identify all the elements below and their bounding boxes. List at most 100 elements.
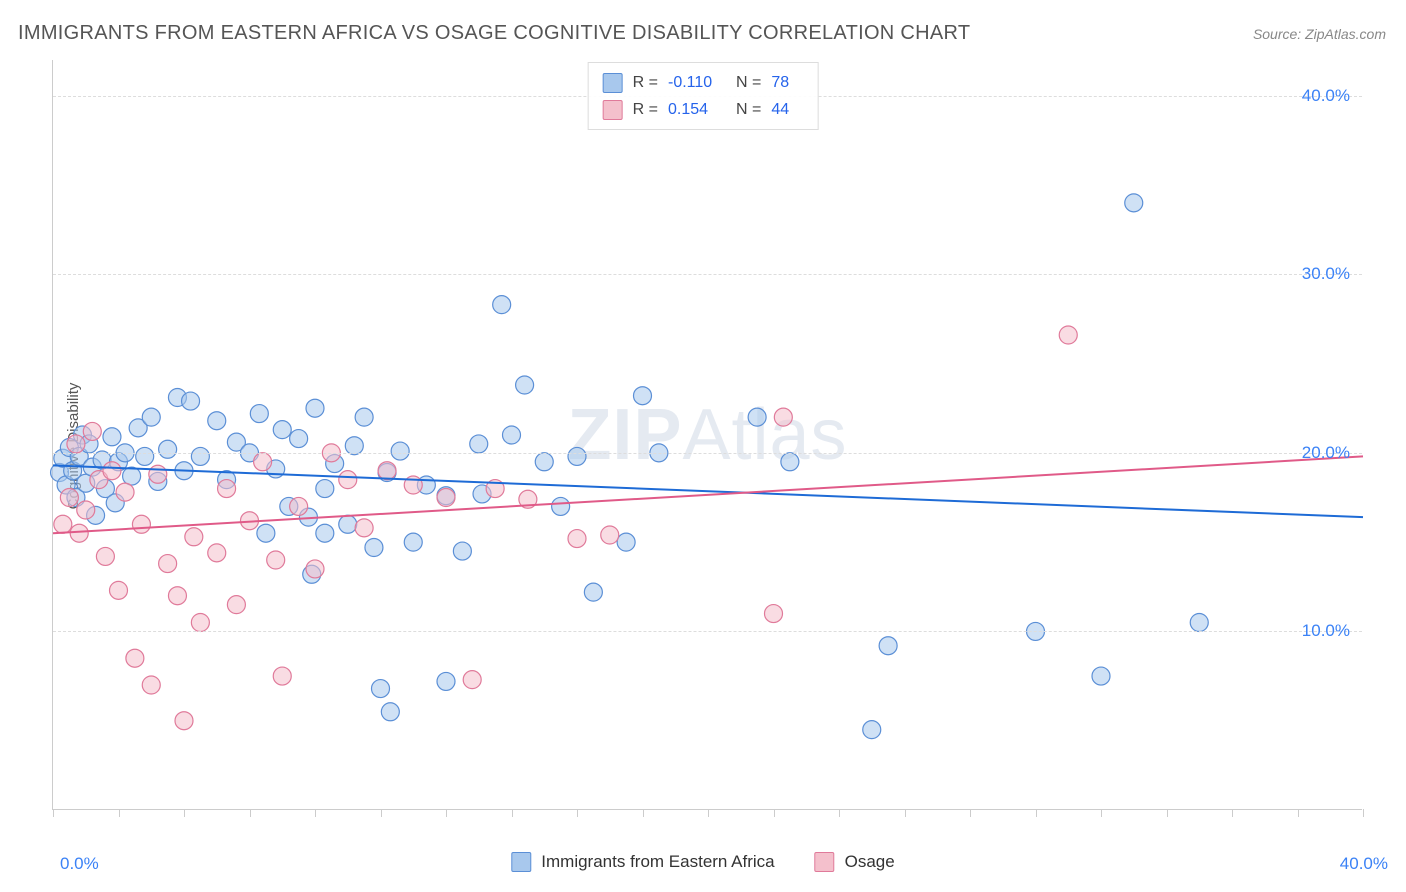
n-label: N =	[736, 69, 761, 96]
data-point	[83, 422, 101, 440]
data-point	[453, 542, 471, 560]
data-point	[96, 547, 114, 565]
legend-label: Immigrants from Eastern Africa	[541, 852, 774, 872]
x-tick	[381, 809, 382, 817]
data-point	[132, 515, 150, 533]
x-tick	[250, 809, 251, 817]
data-point	[1092, 667, 1110, 685]
data-point	[552, 497, 570, 515]
data-point	[437, 672, 455, 690]
r-label: R =	[633, 96, 658, 123]
data-point	[67, 435, 85, 453]
legend-swatch	[603, 73, 623, 93]
r-value: -0.110	[668, 69, 726, 96]
data-point	[142, 676, 160, 694]
data-point	[437, 489, 455, 507]
data-point	[535, 453, 553, 471]
data-point	[774, 408, 792, 426]
x-tick	[1363, 809, 1364, 817]
x-tick	[119, 809, 120, 817]
data-point	[568, 447, 586, 465]
data-point	[273, 667, 291, 685]
data-point	[257, 524, 275, 542]
source-attribution: Source: ZipAtlas.com	[1253, 26, 1386, 42]
data-point	[1125, 194, 1143, 212]
data-point	[110, 581, 128, 599]
data-point	[116, 483, 134, 501]
data-point	[493, 296, 511, 314]
data-point	[316, 480, 334, 498]
data-point	[748, 408, 766, 426]
data-point	[191, 614, 209, 632]
x-tick	[708, 809, 709, 817]
gridline	[53, 274, 1362, 275]
data-point	[267, 551, 285, 569]
data-point	[584, 583, 602, 601]
data-point	[159, 555, 177, 573]
data-point	[378, 462, 396, 480]
x-tick	[839, 809, 840, 817]
data-point	[316, 524, 334, 542]
x-tick	[512, 809, 513, 817]
x-tick	[446, 809, 447, 817]
data-point	[863, 721, 881, 739]
data-point	[290, 430, 308, 448]
data-point	[1059, 326, 1077, 344]
legend-label: Osage	[845, 852, 895, 872]
data-point	[77, 501, 95, 519]
x-tick	[1298, 809, 1299, 817]
data-point	[191, 447, 209, 465]
x-axis-max-label: 40.0%	[1340, 854, 1388, 874]
data-point	[365, 539, 383, 557]
data-point	[142, 408, 160, 426]
data-point	[634, 387, 652, 405]
x-tick	[53, 809, 54, 817]
data-point	[470, 435, 488, 453]
data-point	[463, 671, 481, 689]
data-point	[182, 392, 200, 410]
data-point	[339, 471, 357, 489]
data-point	[208, 412, 226, 430]
legend-row: R = 0.154N = 44	[603, 96, 804, 123]
data-point	[159, 440, 177, 458]
data-point	[381, 703, 399, 721]
x-tick	[774, 809, 775, 817]
data-point	[185, 528, 203, 546]
x-tick	[1036, 809, 1037, 817]
data-point	[568, 530, 586, 548]
scatter-plot: ZIPAtlas 10.0%20.0%30.0%40.0%	[52, 60, 1362, 810]
data-point	[617, 533, 635, 551]
data-point	[1190, 614, 1208, 632]
data-point	[168, 587, 186, 605]
data-point	[60, 489, 78, 507]
n-label: N =	[736, 96, 761, 123]
x-tick	[643, 809, 644, 817]
data-point	[503, 426, 521, 444]
data-point	[516, 376, 534, 394]
x-axis-min-label: 0.0%	[60, 854, 99, 874]
data-point	[372, 680, 390, 698]
x-tick	[1167, 809, 1168, 817]
x-tick	[577, 809, 578, 817]
data-point	[227, 596, 245, 614]
trend-line	[53, 456, 1363, 533]
n-value: 44	[771, 96, 803, 123]
x-tick	[1232, 809, 1233, 817]
data-point	[306, 399, 324, 417]
data-point	[208, 544, 226, 562]
trend-line	[53, 465, 1363, 517]
data-point	[103, 462, 121, 480]
page-title: IMMIGRANTS FROM EASTERN AFRICA VS OSAGE …	[18, 22, 970, 45]
y-tick-label: 10.0%	[1302, 621, 1350, 641]
data-point	[254, 453, 272, 471]
data-point	[879, 637, 897, 655]
legend-item: Immigrants from Eastern Africa	[511, 852, 774, 872]
data-point	[355, 519, 373, 537]
data-point	[103, 428, 121, 446]
x-tick	[315, 809, 316, 817]
data-point	[306, 560, 324, 578]
data-point	[391, 442, 409, 460]
data-point	[250, 405, 268, 423]
data-point	[273, 421, 291, 439]
data-point	[123, 467, 141, 485]
